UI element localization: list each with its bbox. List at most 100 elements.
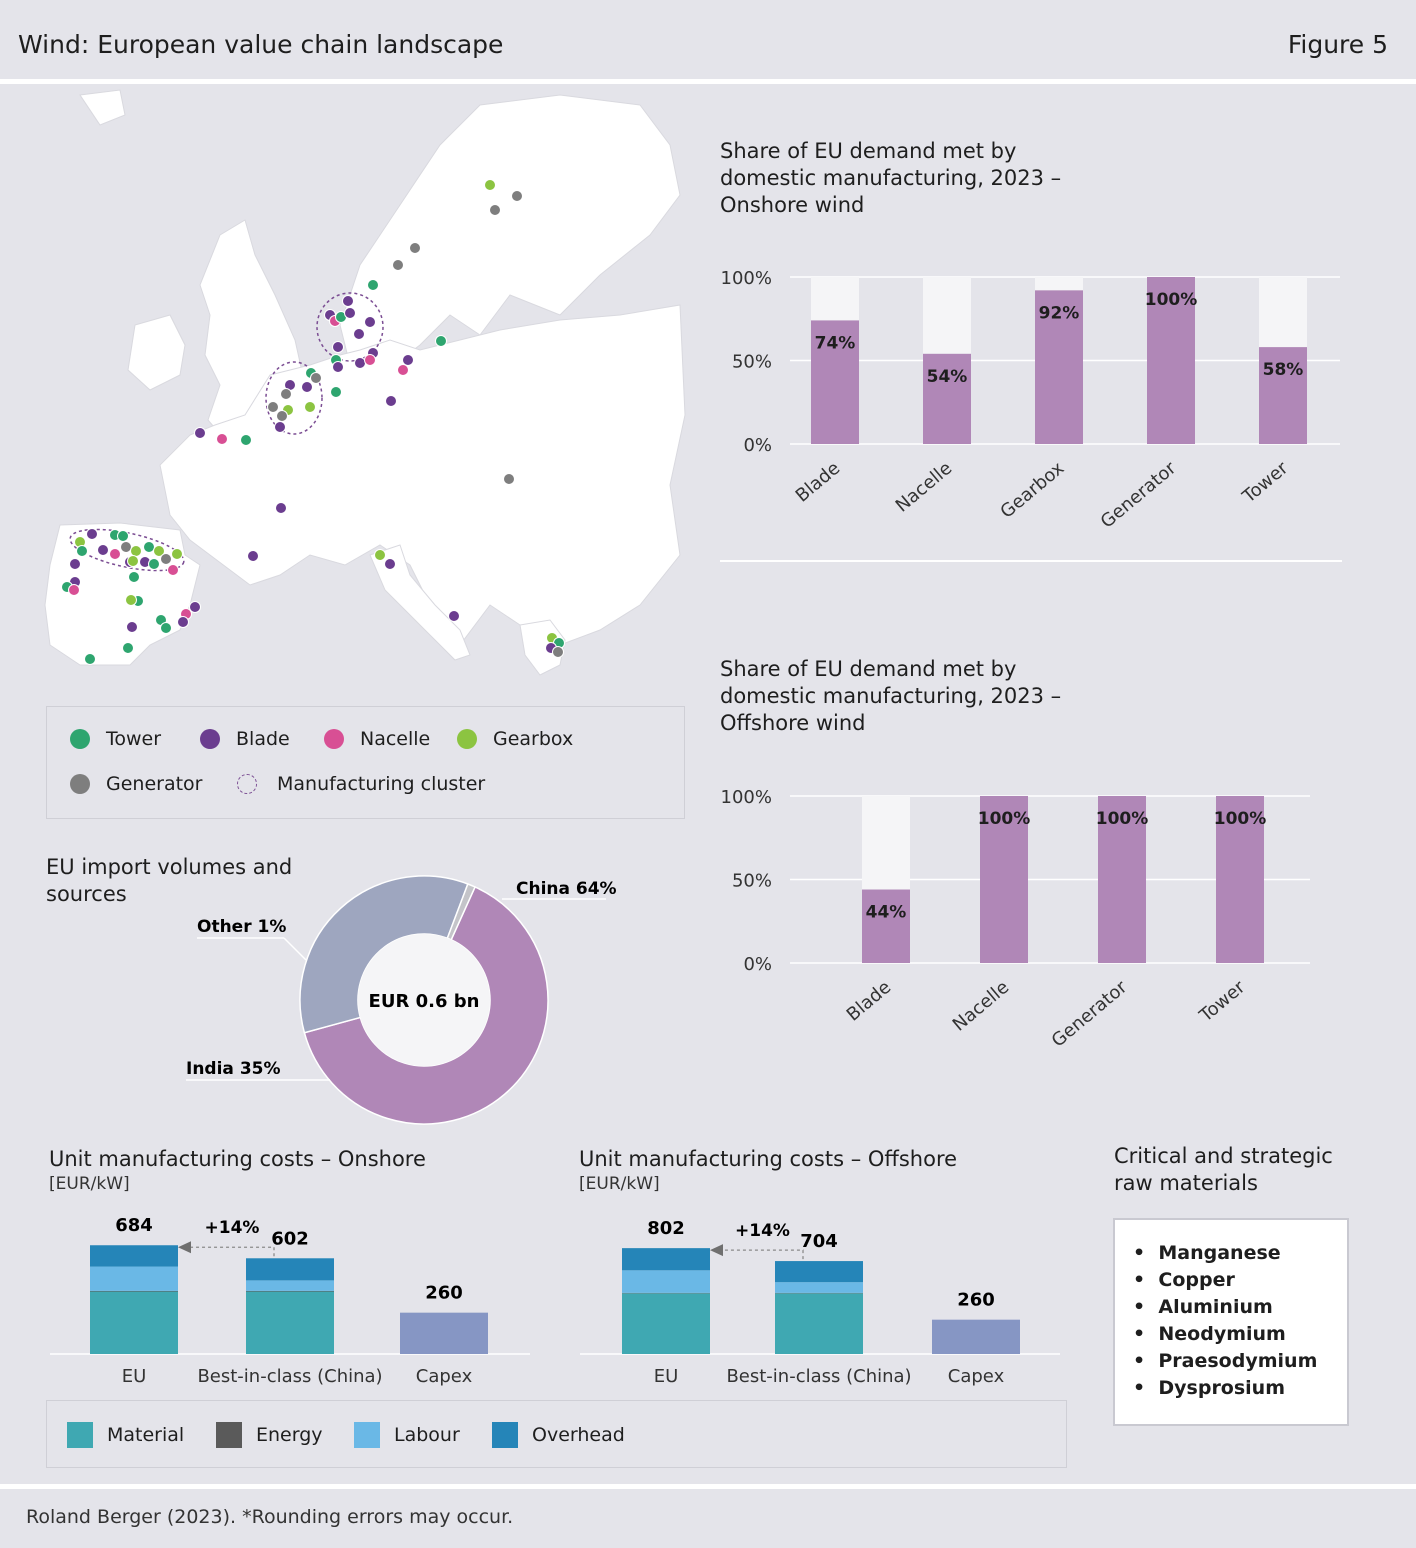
total-label: 602	[271, 1228, 309, 1249]
onshore-cost-title: Unit manufacturing costs – Onshore	[49, 1147, 426, 1171]
blade-dot	[189, 601, 201, 613]
blade-dot	[384, 558, 396, 570]
x-tick-label: Nacelle	[949, 977, 1013, 1036]
stack-segment-labour	[622, 1270, 710, 1293]
stack-segment-capex	[400, 1312, 488, 1354]
generator-dot	[409, 242, 421, 254]
stack-segment-labour	[90, 1266, 178, 1291]
italy-shape	[369, 544, 471, 661]
tower-dot	[76, 545, 88, 557]
legend-gearbox: Gearbox	[457, 728, 573, 750]
generator-dot	[552, 646, 564, 658]
stack-segment-energy	[246, 1290, 334, 1292]
gearbox-dot	[484, 179, 496, 191]
nacelle-dot	[68, 584, 80, 596]
blade-dot	[354, 357, 366, 369]
blade-dot	[177, 616, 189, 628]
data-label: 92%	[1039, 303, 1080, 323]
blade-dot	[86, 528, 98, 540]
data-label: 100%	[978, 809, 1031, 829]
gearbox-dot	[125, 594, 137, 606]
blade-dot	[274, 421, 286, 433]
onshore-cost-unit: [EUR/kW]	[49, 1174, 130, 1194]
x-tick-label: Capex	[416, 1366, 473, 1387]
scandinavia-shape	[339, 94, 681, 376]
x-tick-label: Generator	[1048, 976, 1132, 1051]
data-label: 74%	[815, 333, 856, 353]
total-label: 260	[425, 1283, 463, 1304]
map-legend	[46, 706, 685, 819]
bar	[1098, 796, 1146, 963]
delta-arrow	[188, 1246, 275, 1257]
legend-material: Material	[67, 1422, 184, 1448]
blade-dot	[332, 361, 344, 373]
tower-dot	[143, 541, 155, 553]
delta-arrow	[720, 1249, 804, 1260]
gearbox-dot	[171, 548, 183, 560]
list-item: • Praesodymium	[1133, 1350, 1318, 1372]
bar-remainder	[923, 277, 971, 354]
list-item: • Neodymium	[1133, 1323, 1286, 1345]
generator-dot	[392, 259, 404, 271]
raw-materials-box: • Manganese • Copper • Aluminium • Neody…	[1113, 1218, 1349, 1426]
center-label: EUR 0.6 bn	[369, 991, 480, 1012]
list-item: • Aluminium	[1133, 1296, 1273, 1318]
legend-labour: Labour	[354, 1422, 460, 1448]
generator-dot	[503, 473, 515, 485]
legend-tower: Tower	[70, 728, 161, 750]
cluster-benelux	[265, 361, 323, 435]
tower-dot	[122, 642, 134, 654]
nacelle-dot	[364, 354, 376, 366]
tower-dot	[117, 530, 129, 542]
bar	[811, 320, 859, 444]
page-title: Wind: European value chain landscape	[18, 30, 504, 59]
blade-dot	[344, 307, 356, 319]
europe-map	[44, 89, 686, 676]
y-tick-label: 50%	[732, 871, 772, 892]
data-label: 54%	[927, 367, 968, 387]
x-tick-label: Generator	[1097, 457, 1181, 532]
source-note: Roland Berger (2023). *Rounding errors m…	[26, 1506, 514, 1528]
y-tick-label: 0%	[743, 954, 772, 975]
x-tick-label: Tower	[1195, 976, 1250, 1027]
blade-dot	[353, 328, 365, 340]
tower-dot	[330, 386, 342, 398]
list-item: • Manganese	[1133, 1242, 1281, 1264]
section-divider	[720, 560, 1342, 562]
generator-dot	[276, 410, 288, 422]
nacelle-marker-icon	[324, 729, 344, 749]
donut-hole	[358, 934, 490, 1066]
gearbox-marker-icon	[457, 729, 477, 749]
list-item: • Copper	[1133, 1269, 1235, 1291]
import-donut-chart: EUR 0.6 bn China 64% India 35% Other 1%	[186, 875, 617, 1125]
bar	[1147, 277, 1195, 444]
bar	[1216, 796, 1264, 963]
y-tick-label: 0%	[743, 435, 772, 456]
total-label: 802	[647, 1218, 685, 1239]
legend-energy: Energy	[216, 1422, 323, 1448]
tower-dot	[128, 571, 140, 583]
data-label: 58%	[1263, 360, 1304, 380]
slice-label: China 64%	[516, 879, 617, 899]
stack-segment-energy	[90, 1290, 178, 1292]
offshore-cost-title: Unit manufacturing costs – Offshore	[579, 1147, 958, 1171]
label-leader	[283, 937, 307, 961]
stack-segment-overhead	[775, 1261, 863, 1283]
gearbox-dot	[130, 545, 142, 557]
total-label: 684	[115, 1215, 153, 1236]
tower-dot	[240, 434, 252, 446]
x-tick-label: Gearbox	[996, 458, 1068, 523]
stack-segment-material	[775, 1293, 863, 1354]
energy-swatch-icon	[216, 1422, 242, 1448]
generator-dot	[120, 541, 132, 553]
tower-dot	[367, 279, 379, 291]
stack-segment-material	[90, 1291, 178, 1354]
bar	[1259, 347, 1307, 444]
y-tick-label: 100%	[721, 268, 772, 289]
delta-label: +14%	[205, 1218, 260, 1238]
blade-dot	[126, 621, 138, 633]
stack-segment-capex	[932, 1319, 1020, 1354]
offshore-share-title: Share of EU demand met by domestic manuf…	[720, 657, 1062, 735]
bar-remainder	[1259, 277, 1307, 348]
x-tick-label: EU	[122, 1366, 147, 1387]
